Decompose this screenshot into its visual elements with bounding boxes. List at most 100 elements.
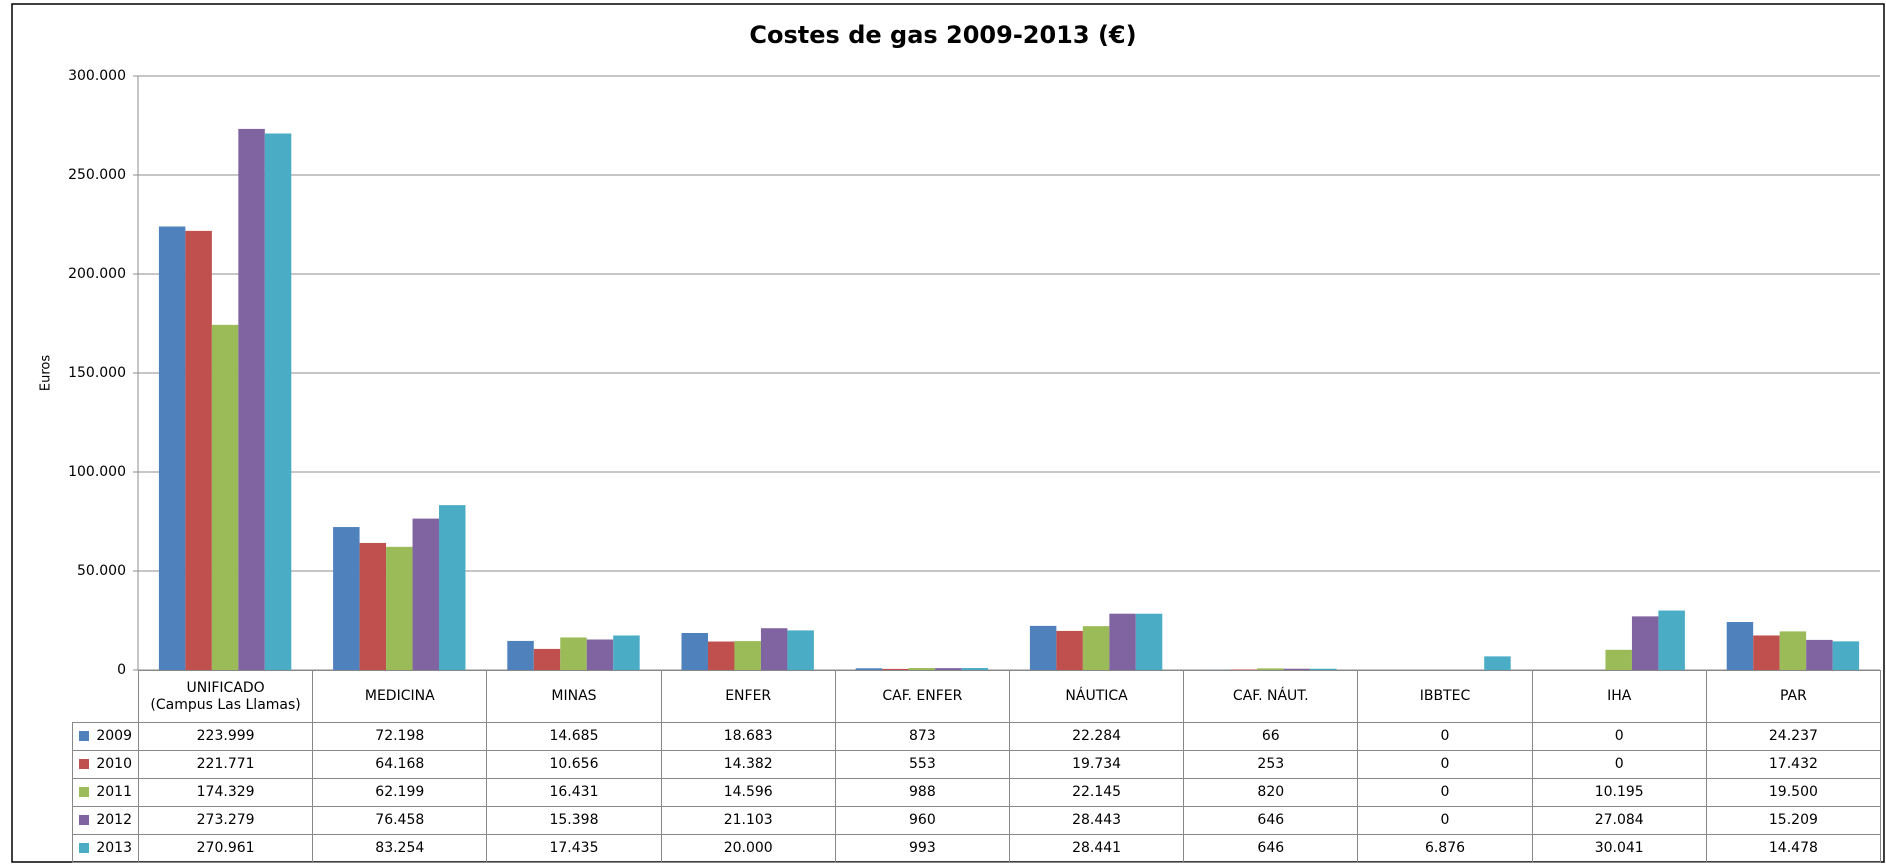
y-tick-label: 300.000	[68, 68, 126, 84]
x-tick-label: MEDICINA	[312, 670, 488, 723]
x-tick-label: CAF. NÁUT.	[1183, 670, 1359, 723]
data-label: 646	[1183, 834, 1359, 863]
data-label: 0	[1531, 750, 1707, 779]
legend-swatch	[79, 843, 89, 853]
y-tick-label: 0	[117, 662, 126, 678]
bar	[333, 527, 360, 670]
bar	[882, 668, 909, 670]
y-tick-label: 250.000	[68, 167, 126, 183]
data-label: 14.478	[1705, 834, 1881, 863]
bar	[707, 641, 735, 670]
bar	[1631, 616, 1659, 670]
data-label: 28.443	[1009, 806, 1185, 835]
chart-title: Costes de gas 2009-2013 (€)	[749, 21, 1136, 49]
bar	[359, 542, 387, 670]
data-label: 15.398	[486, 806, 662, 835]
bar	[1753, 635, 1780, 670]
data-label: 72.198	[312, 722, 488, 751]
data-label: 820	[1183, 778, 1359, 807]
bar	[439, 505, 466, 670]
y-axis-label: Euros	[39, 355, 54, 391]
bar	[1484, 656, 1511, 670]
y-tick-label: 150.000	[68, 365, 126, 381]
data-label: 24.237	[1705, 722, 1881, 751]
bar	[238, 128, 265, 670]
data-label: 21.103	[660, 806, 836, 835]
bar	[533, 648, 561, 670]
data-label: 15.209	[1705, 806, 1881, 835]
bar	[908, 668, 936, 670]
bar	[1806, 639, 1833, 670]
data-label: 83.254	[312, 834, 488, 863]
bar	[1658, 610, 1685, 670]
bar	[613, 635, 640, 670]
bar	[1605, 649, 1632, 670]
bar	[760, 628, 788, 670]
bar	[386, 546, 413, 670]
data-label: 223.999	[138, 722, 314, 751]
bar	[734, 641, 761, 670]
x-tick-label: IHA	[1531, 670, 1707, 723]
x-tick-label: IBBTEC	[1357, 670, 1533, 723]
x-tick-label: MINAS	[486, 670, 662, 723]
legend-swatch	[79, 731, 89, 741]
data-label: 0	[1357, 750, 1533, 779]
bar	[787, 630, 814, 670]
data-label: 66	[1183, 722, 1359, 751]
bar	[412, 518, 440, 670]
data-label: 10.195	[1531, 778, 1707, 807]
bar	[1726, 622, 1754, 670]
bar	[1310, 668, 1337, 670]
data-label: 14.596	[660, 778, 836, 807]
data-label: 10.656	[486, 750, 662, 779]
data-label: 0	[1357, 778, 1533, 807]
bar	[185, 230, 212, 670]
data-label: 17.435	[486, 834, 662, 863]
data-label: 174.329	[138, 778, 314, 807]
data-label: 553	[834, 750, 1010, 779]
bar	[1257, 668, 1284, 670]
bar	[1029, 625, 1057, 670]
data-label: 270.961	[138, 834, 314, 863]
data-label: 20.000	[660, 834, 836, 863]
bar	[935, 668, 962, 670]
data-label: 221.771	[138, 750, 314, 779]
x-tick-label: NÁUTICA	[1009, 670, 1185, 723]
bar	[1056, 630, 1083, 670]
x-tick-label: UNIFICADO (Campus Las Llamas)	[138, 670, 314, 723]
data-label: 993	[834, 834, 1010, 863]
data-label: 0	[1357, 806, 1533, 835]
x-tick-label: ENFER	[660, 670, 836, 723]
bar	[961, 668, 989, 670]
data-label: 988	[834, 778, 1010, 807]
y-tick-label: 50.000	[77, 563, 126, 579]
data-label: 62.199	[312, 778, 488, 807]
data-label: 646	[1183, 806, 1359, 835]
legend-swatch	[79, 759, 89, 769]
data-label: 18.683	[660, 722, 836, 751]
data-label: 19.500	[1705, 778, 1881, 807]
bar	[211, 324, 239, 670]
data-label: 76.458	[312, 806, 488, 835]
data-label: 273.279	[138, 806, 314, 835]
bar	[507, 640, 534, 670]
bar	[1283, 668, 1311, 670]
data-label: 64.168	[312, 750, 488, 779]
bar	[158, 226, 186, 670]
data-label: 253	[1183, 750, 1359, 779]
data-label: 14.382	[660, 750, 836, 779]
bar	[1230, 669, 1258, 670]
bar	[855, 668, 883, 670]
x-tick-label: PAR	[1705, 670, 1881, 723]
bar	[681, 633, 708, 670]
bar	[1779, 631, 1807, 670]
legend-swatch	[79, 815, 89, 825]
data-label: 0	[1531, 722, 1707, 751]
y-tick-label: 200.000	[68, 266, 126, 282]
data-label: 27.084	[1531, 806, 1707, 835]
data-label: 17.432	[1705, 750, 1881, 779]
data-label: 22.145	[1009, 778, 1185, 807]
bar	[1135, 613, 1163, 670]
